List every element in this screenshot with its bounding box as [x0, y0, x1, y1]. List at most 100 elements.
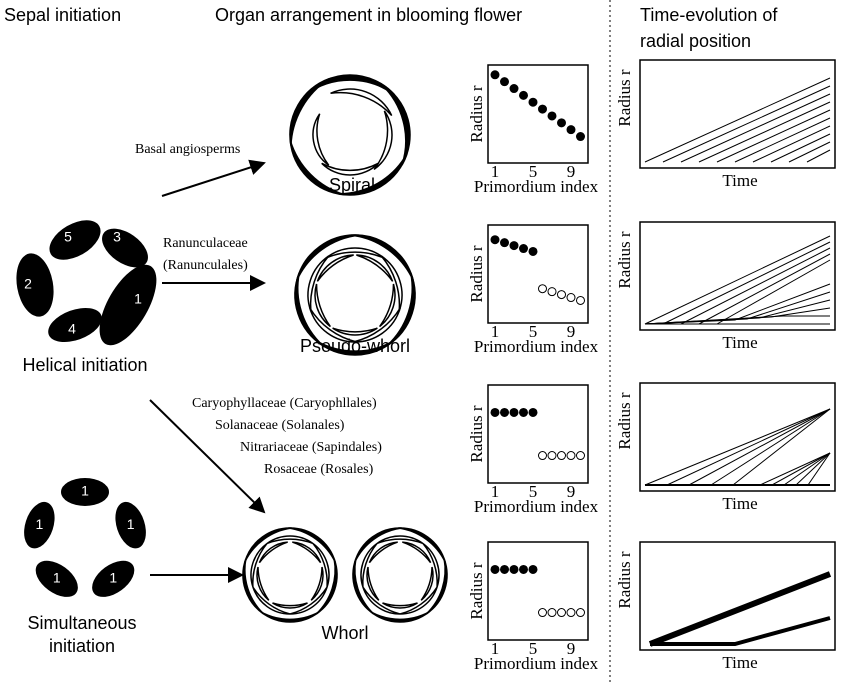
- trajectory: [644, 315, 830, 325]
- petal: [356, 254, 394, 282]
- sepal: [49, 220, 101, 260]
- trajectory: [698, 101, 831, 163]
- petal: [402, 541, 432, 564]
- point: [576, 451, 585, 461]
- petal: [420, 566, 434, 601]
- x-axis-label: Primordium index: [474, 177, 599, 196]
- sepal-number: 1: [127, 516, 135, 532]
- sepal-number: 3: [113, 229, 121, 245]
- x-tick-label: 5: [529, 639, 538, 658]
- point: [566, 125, 576, 135]
- sepal: [48, 307, 102, 343]
- point: [509, 564, 519, 574]
- petal: [256, 566, 270, 601]
- petal: [325, 247, 385, 259]
- point: [538, 104, 547, 114]
- arrangement-label: Pseudo-whorl: [300, 336, 410, 356]
- point: [490, 235, 500, 245]
- sepal: [92, 560, 135, 597]
- sepal: [16, 253, 54, 317]
- point: [500, 238, 509, 248]
- trajectory: [645, 452, 831, 486]
- petal: [266, 535, 314, 545]
- sepal: [99, 264, 157, 346]
- point: [576, 132, 585, 142]
- x-tick-label: 9: [567, 162, 576, 181]
- sepal-number: 2: [24, 276, 32, 292]
- petal: [292, 541, 322, 564]
- y-axis-label: Radius r: [467, 562, 486, 619]
- plot-frame: [639, 221, 836, 331]
- trajectory: [734, 117, 831, 163]
- plot-frame: [639, 541, 836, 651]
- trajectory: [645, 452, 831, 486]
- point: [500, 77, 509, 87]
- trajectory: [680, 93, 831, 163]
- x-axis-label: Time: [722, 494, 757, 513]
- y-axis-label: Radius r: [467, 85, 486, 142]
- sepal: [296, 234, 360, 281]
- trajectory: [650, 616, 831, 646]
- trajectory: [645, 452, 831, 486]
- x-axis-label: Time: [722, 333, 757, 352]
- x-axis-label: Primordium index: [474, 497, 599, 516]
- petal: [376, 535, 424, 545]
- sepal: [288, 527, 336, 563]
- sepal: [61, 478, 109, 506]
- point: [490, 70, 500, 80]
- trajectory: [806, 149, 831, 163]
- sepal-number: 4: [68, 321, 76, 337]
- petal: [316, 254, 354, 282]
- point: [547, 287, 557, 297]
- petal: [382, 602, 418, 609]
- point: [528, 97, 538, 107]
- petal: [272, 602, 308, 609]
- x-axis-label: Primordium index: [474, 654, 599, 673]
- arrangement-label: Whorl: [321, 623, 368, 643]
- sepal-number: 5: [64, 229, 72, 245]
- petal: [330, 88, 393, 117]
- trajectory: [644, 235, 831, 325]
- point: [528, 564, 538, 574]
- x-tick-label: 5: [529, 322, 538, 341]
- point: [500, 407, 509, 417]
- initiation-label: Helical initiation: [22, 355, 147, 375]
- point: [557, 118, 566, 128]
- trajectory: [732, 408, 831, 486]
- trajectory: [645, 452, 831, 486]
- point: [538, 451, 547, 461]
- trajectory: [662, 85, 831, 163]
- sepal: [24, 501, 55, 549]
- trajectory: [680, 247, 831, 325]
- point: [538, 284, 547, 294]
- sepal: [398, 527, 446, 563]
- trajectory: [644, 77, 831, 163]
- point: [576, 608, 585, 618]
- sepal-number: 1: [134, 291, 142, 307]
- petal: [258, 541, 288, 564]
- header: radial position: [640, 31, 751, 51]
- point: [547, 608, 557, 618]
- y-axis-label: Radius r: [615, 551, 634, 608]
- x-tick-label: 9: [567, 322, 576, 341]
- x-tick-label: 9: [567, 639, 576, 658]
- y-axis-label: Radius r: [615, 69, 634, 126]
- trajectory: [644, 283, 831, 325]
- point: [509, 241, 519, 251]
- point: [490, 407, 500, 417]
- point: [519, 90, 528, 100]
- y-axis-label: Radius r: [615, 231, 634, 288]
- trajectory: [770, 133, 831, 163]
- pathway-label: Nitrariaceae (Sapindales): [240, 440, 382, 455]
- x-tick-label: 1: [491, 162, 500, 181]
- point: [566, 451, 576, 461]
- x-tick-label: 1: [491, 322, 500, 341]
- petal: [310, 566, 324, 601]
- x-axis-label: Time: [722, 171, 757, 190]
- trajectory: [645, 452, 831, 486]
- trajectory: [752, 125, 831, 163]
- point: [566, 608, 576, 618]
- plot-frame: [639, 59, 836, 169]
- sepal-number: 1: [53, 570, 61, 586]
- trajectory: [666, 408, 831, 486]
